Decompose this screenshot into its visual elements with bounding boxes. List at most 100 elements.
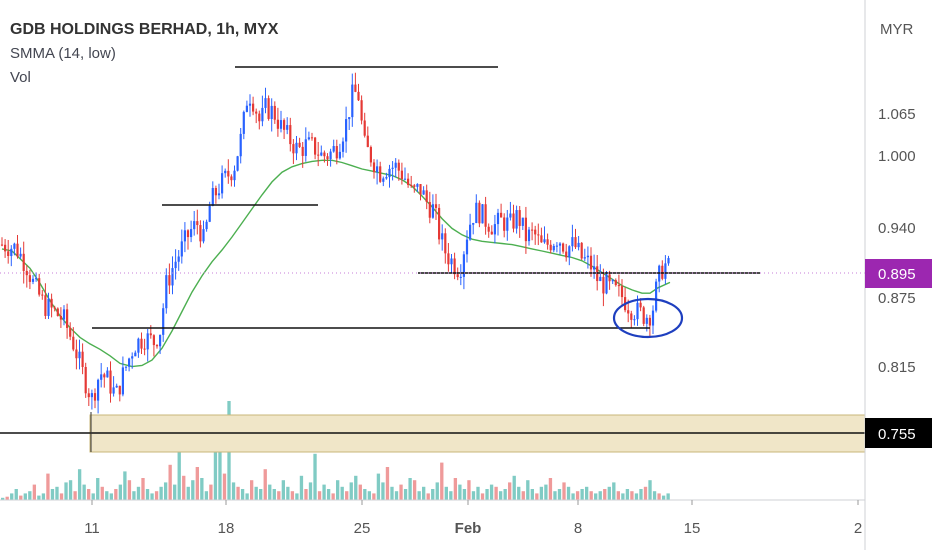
volume-bar	[32, 484, 37, 500]
candle-body	[255, 111, 258, 114]
volume-bar	[23, 493, 27, 500]
volume-bar	[358, 484, 362, 500]
volume-bar	[643, 486, 648, 500]
candle-body	[341, 141, 345, 152]
candle-body	[335, 146, 338, 159]
volume-bar	[254, 486, 258, 500]
candle-body	[190, 229, 193, 238]
candle-body	[217, 193, 221, 196]
volume-bar	[648, 480, 652, 500]
candle-body	[25, 270, 28, 276]
volume-bar	[584, 486, 589, 500]
candle-body	[81, 351, 84, 367]
volume-bar	[598, 491, 602, 500]
candle-body	[422, 190, 425, 195]
candle-body	[258, 113, 261, 122]
volume-bar	[46, 473, 50, 500]
volume-bar	[59, 493, 64, 500]
volume-bar	[666, 493, 670, 500]
volume-bar	[331, 493, 335, 500]
candle-body	[354, 84, 357, 92]
volume-bar	[535, 493, 539, 500]
candle-body	[382, 178, 385, 182]
candle-body	[360, 100, 363, 121]
volume-bar	[218, 442, 222, 500]
volume-bar	[64, 482, 68, 500]
volume-bar	[268, 484, 272, 500]
candle-body	[149, 333, 152, 336]
volume-bar	[5, 496, 9, 500]
candle-body	[372, 162, 376, 173]
price-tick-label: 1.000	[878, 148, 916, 165]
candle-body	[444, 233, 447, 254]
candle-body	[93, 393, 97, 401]
candle-body	[410, 184, 413, 186]
candle-body	[115, 385, 118, 388]
candle-body	[301, 146, 304, 156]
candle-body	[434, 204, 438, 208]
volume-bar	[308, 482, 313, 500]
candle-body	[224, 170, 227, 174]
time-tick-label: 8	[574, 520, 582, 537]
candle-body	[441, 233, 444, 240]
candle-body	[193, 221, 196, 230]
candle-body	[332, 146, 335, 152]
volume-bar	[394, 491, 399, 500]
volume-bar	[562, 482, 566, 500]
candle-body	[174, 261, 177, 269]
volume-bar	[109, 493, 113, 500]
candle-body	[289, 125, 292, 145]
volume-bar	[150, 493, 154, 500]
volume-bar	[163, 482, 168, 500]
volume-bar	[661, 495, 666, 500]
candle-body	[481, 204, 484, 224]
volume-bar	[41, 493, 46, 500]
volume-bar	[304, 489, 308, 500]
volume-bar	[494, 486, 498, 500]
volume-bar	[240, 489, 245, 500]
volume-bar	[272, 489, 276, 500]
candle-body	[72, 336, 75, 350]
volume-bar	[621, 493, 625, 500]
candle-body	[348, 117, 351, 120]
candle-body	[394, 162, 397, 168]
volume-bar	[607, 486, 611, 500]
volume-bar	[435, 482, 439, 500]
currency-label: MYR	[880, 21, 914, 38]
candle-body	[242, 111, 245, 134]
candle-body	[329, 151, 332, 160]
candle-body	[543, 239, 546, 243]
volume-bar	[603, 489, 607, 500]
volume-bar	[259, 489, 263, 500]
candle-body	[419, 184, 422, 195]
candle-body	[103, 374, 106, 378]
volume-bar	[173, 484, 177, 500]
volume-bar	[336, 480, 340, 500]
candle-body	[388, 168, 391, 178]
volume-bar	[96, 478, 100, 500]
volume-bar	[127, 480, 132, 500]
chart-legend: GDB HOLDINGS BERHAD, 1h, MYX SMMA (14, l…	[10, 18, 278, 90]
volume-bar	[508, 482, 512, 500]
volume-bar	[114, 489, 118, 500]
candle-body	[562, 243, 565, 252]
candle-body	[62, 309, 66, 320]
candle-body	[35, 278, 38, 280]
time-tick-label: 11	[84, 520, 100, 537]
candle-body	[304, 139, 307, 156]
volume-bar	[236, 486, 240, 500]
price-tick-label: 0.940	[878, 220, 916, 237]
candle-body	[320, 152, 323, 156]
candle-body	[577, 242, 580, 248]
candle-body	[307, 137, 310, 140]
candle-body	[574, 237, 577, 248]
candle-body	[221, 173, 224, 194]
candle-body	[565, 251, 568, 258]
candle-body	[484, 204, 487, 227]
candle-body	[500, 212, 503, 218]
candle-body	[227, 170, 230, 177]
volume-bar	[548, 478, 553, 500]
volume-bar	[50, 489, 55, 500]
time-tick-label: 18	[218, 520, 235, 537]
